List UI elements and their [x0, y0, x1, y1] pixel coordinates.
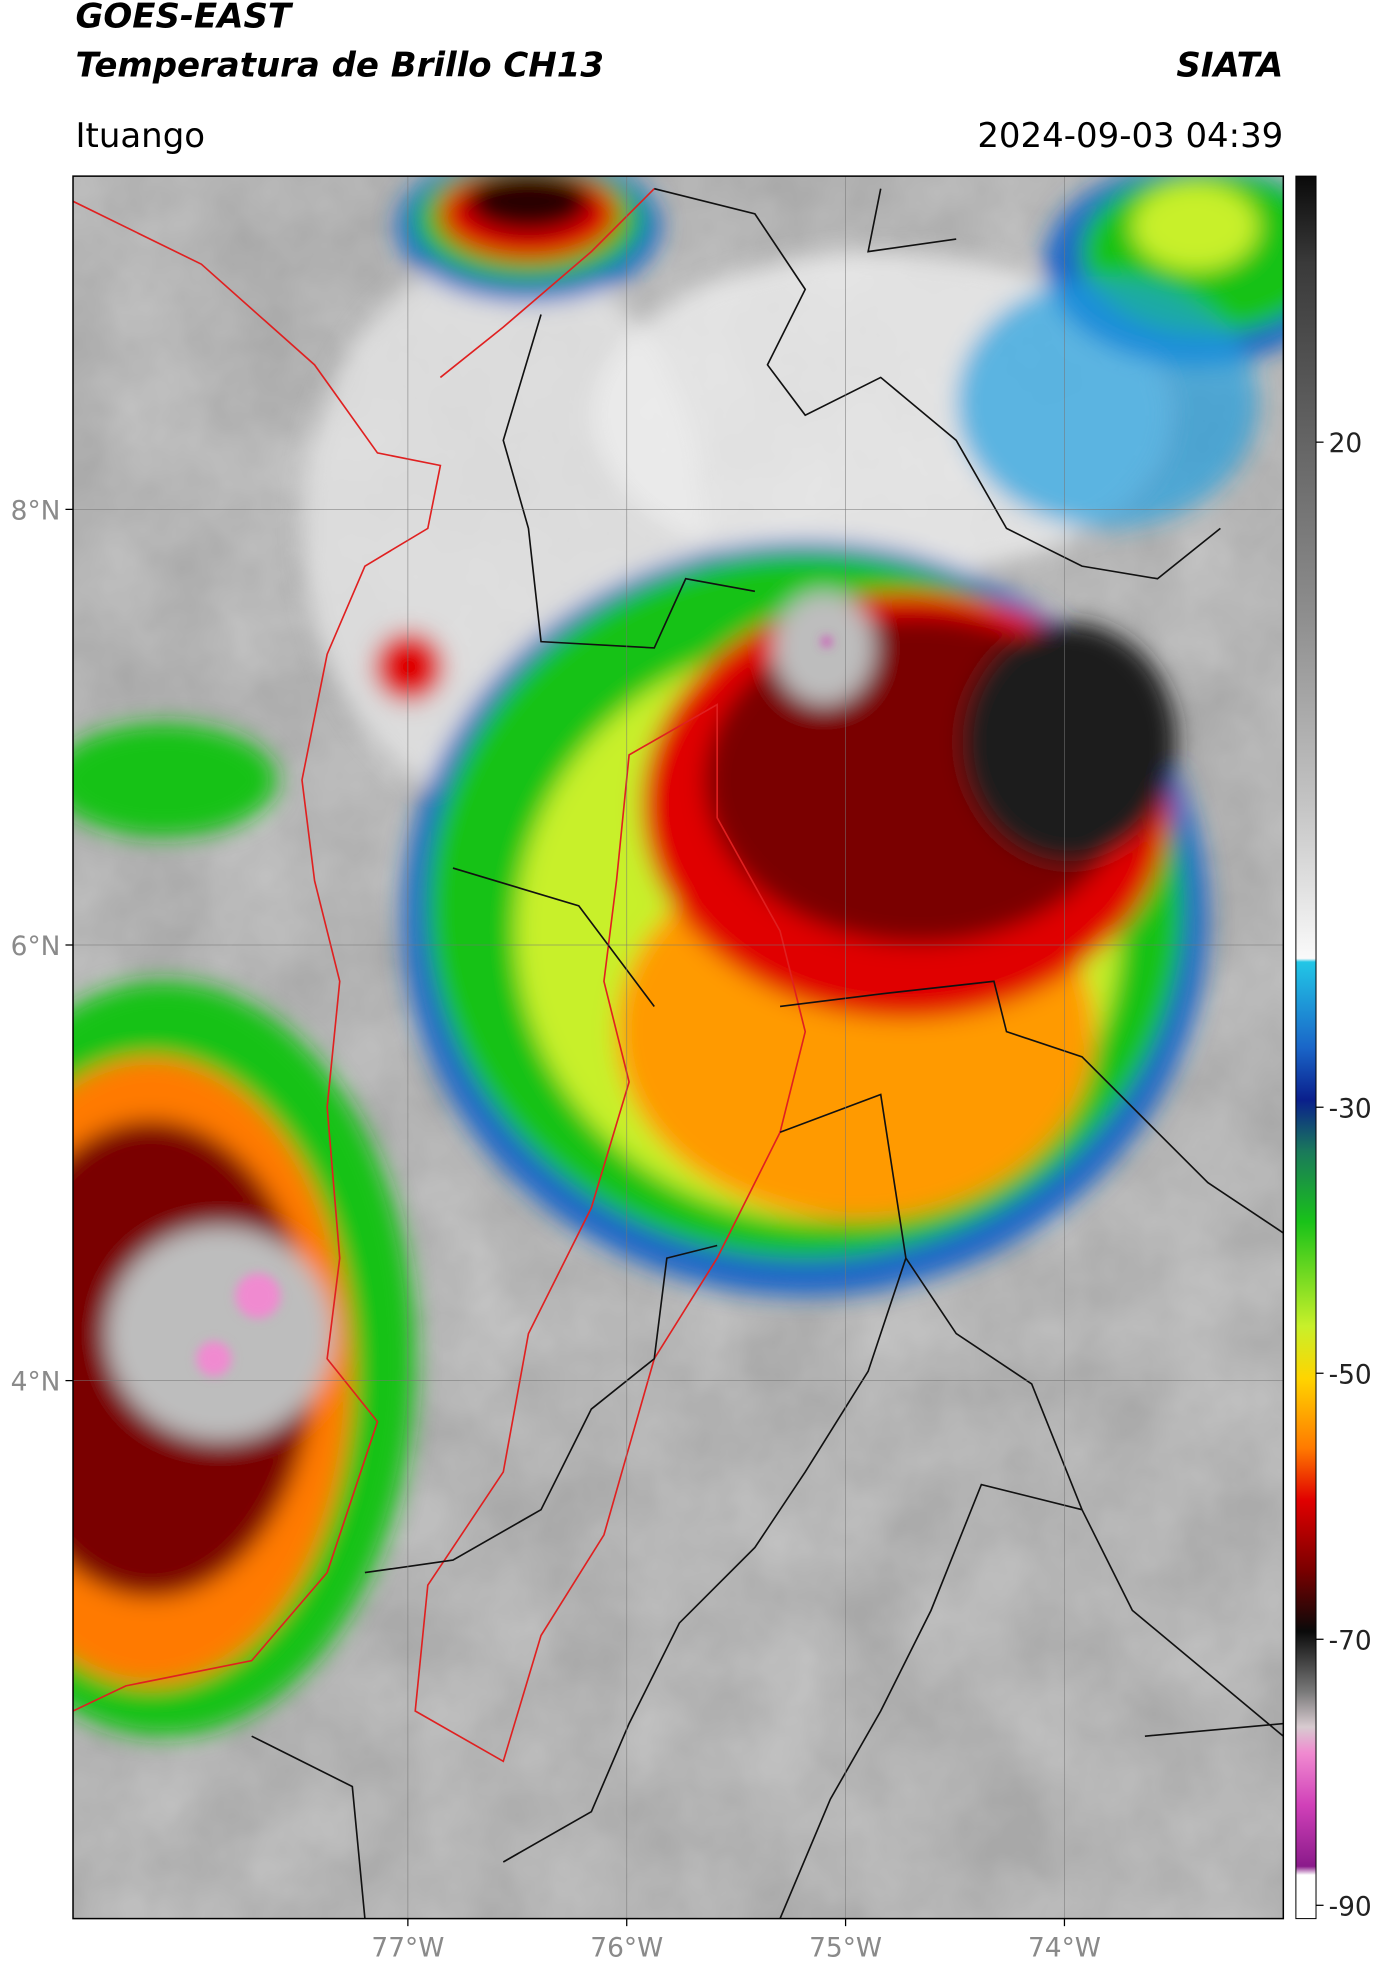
satellite-image [73, 176, 1284, 1919]
colorbar [1295, 175, 1317, 1920]
borders [73, 187, 1284, 1919]
lon-label: 76°W [590, 1932, 663, 1963]
colorbar-label: -50 [1329, 1359, 1372, 1390]
source: SIATA [1176, 46, 1283, 86]
title: GOES-EAST [76, 0, 294, 37]
map-frame [72, 175, 1285, 1920]
lon-label: 74°W [1028, 1932, 1101, 1963]
graticule [65, 176, 1284, 1927]
location: Ituango [76, 116, 206, 156]
subtitle: Temperatura de Brillo CH13 [76, 46, 604, 86]
colorbar-label: -90 [1329, 1891, 1372, 1922]
lon-label: 77°W [371, 1932, 444, 1963]
lon-label: 75°W [809, 1932, 882, 1963]
lat-label: 6°N [11, 931, 61, 962]
lat-label: 8°N [11, 495, 61, 526]
lat-label: 4°N [11, 1367, 61, 1398]
colorbar-label: -30 [1329, 1093, 1372, 1124]
colorbar-label: 20 [1329, 428, 1363, 459]
colorbar-label: -70 [1329, 1625, 1372, 1656]
timestamp: 2024-09-03 04:39 [977, 116, 1283, 156]
